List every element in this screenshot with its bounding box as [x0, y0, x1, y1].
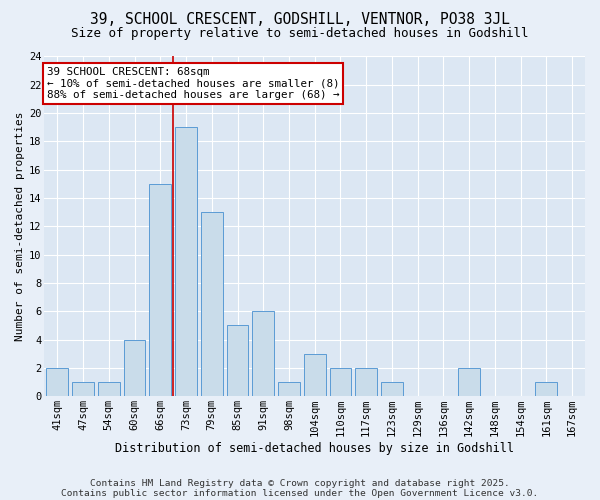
Bar [381, 382, 403, 396]
Y-axis label: Number of semi-detached properties: Number of semi-detached properties [15, 112, 25, 341]
Bar [46, 368, 68, 396]
Bar [175, 128, 197, 396]
Bar [98, 382, 120, 396]
Bar [227, 326, 248, 396]
Bar [355, 368, 377, 396]
Bar [149, 184, 171, 396]
Text: Contains public sector information licensed under the Open Government Licence v3: Contains public sector information licen… [61, 488, 539, 498]
Text: Contains HM Land Registry data © Crown copyright and database right 2025.: Contains HM Land Registry data © Crown c… [90, 478, 510, 488]
Bar [253, 311, 274, 396]
Text: 39 SCHOOL CRESCENT: 68sqm
← 10% of semi-detached houses are smaller (8)
88% of s: 39 SCHOOL CRESCENT: 68sqm ← 10% of semi-… [47, 66, 340, 100]
Bar [72, 382, 94, 396]
Bar [201, 212, 223, 396]
Bar [458, 368, 480, 396]
Bar [329, 368, 352, 396]
X-axis label: Distribution of semi-detached houses by size in Godshill: Distribution of semi-detached houses by … [115, 442, 514, 455]
Bar [278, 382, 300, 396]
Text: Size of property relative to semi-detached houses in Godshill: Size of property relative to semi-detach… [71, 28, 529, 40]
Text: 39, SCHOOL CRESCENT, GODSHILL, VENTNOR, PO38 3JL: 39, SCHOOL CRESCENT, GODSHILL, VENTNOR, … [90, 12, 510, 28]
Bar [124, 340, 145, 396]
Bar [304, 354, 326, 396]
Bar [535, 382, 557, 396]
